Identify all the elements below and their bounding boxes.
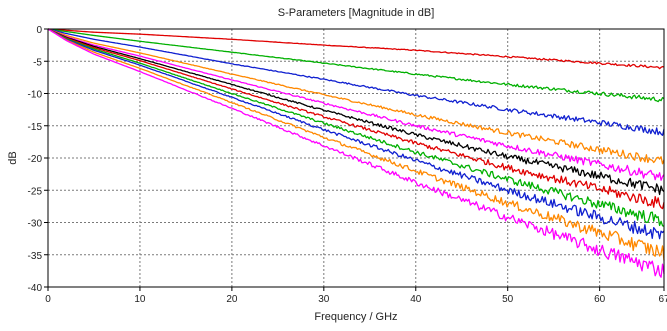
x-tick-label: 67 (658, 294, 667, 305)
series-line-8 (47, 28, 665, 227)
series-line-10 (47, 28, 665, 261)
series-line-6 (47, 28, 665, 196)
series-line-11 (47, 28, 665, 278)
chart-title: S-Parameters [Magnitude in dB] (278, 7, 435, 19)
series-line-3 (47, 28, 665, 136)
y-axis-label: dB (7, 151, 19, 164)
x-axis-label: Frequency / GHz (314, 311, 397, 323)
series-layer (47, 28, 665, 278)
y-tick-label: -20 (28, 154, 43, 165)
tick-layer: 0 10 20 30 40 50 60 67 0 -5 -10 -15 -20 -25 -30 -35 -40 (28, 25, 667, 305)
series-line-2 (47, 28, 665, 103)
series-line-5 (47, 28, 665, 181)
series-line-7 (47, 28, 665, 210)
x-tick-label: 30 (318, 294, 330, 305)
y-tick-label: 0 (36, 25, 42, 36)
x-tick-label: 20 (226, 294, 238, 305)
y-tick-label: -30 (28, 219, 43, 230)
y-tick-label: -40 (28, 283, 43, 294)
x-tick-label: 60 (594, 294, 606, 305)
y-tick-label: -10 (28, 90, 43, 101)
x-tick-label: 10 (134, 294, 146, 305)
series-line-4 (47, 28, 665, 165)
x-tick-label: 40 (410, 294, 422, 305)
x-tick-label: 50 (502, 294, 514, 305)
y-tick-label: -25 (28, 186, 43, 197)
series-line-9 (47, 28, 665, 240)
series-line-1 (47, 28, 665, 70)
y-tick-label: -5 (33, 57, 42, 68)
y-tick-label: -35 (28, 251, 43, 262)
y-tick-label: -15 (28, 122, 43, 133)
x-tick-label: 0 (45, 294, 51, 305)
